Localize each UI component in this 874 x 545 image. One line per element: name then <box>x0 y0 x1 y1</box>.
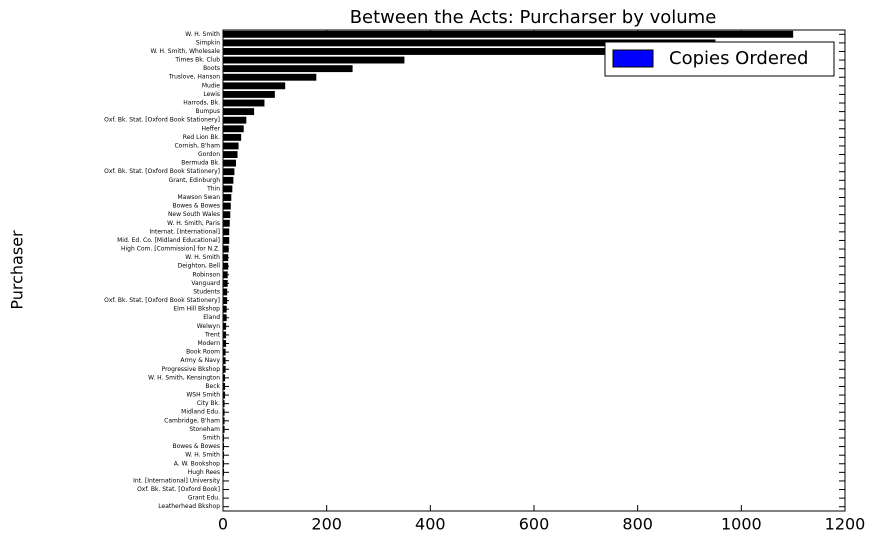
bar <box>223 142 239 150</box>
y-tick-label: Oxf. Bk. Stat. [Oxford Book] <box>137 486 220 493</box>
bar <box>223 99 265 107</box>
y-tick-label: Beck <box>205 383 220 390</box>
x-tick-label: 800 <box>622 515 653 534</box>
y-tick-label: Army & Navy <box>180 357 220 364</box>
y-tick-label: City Bk. <box>197 400 220 407</box>
y-tick-label: Red Lion Bk. <box>183 134 220 141</box>
y-tick-label: Harrods, Bk. <box>183 100 220 107</box>
y-tick-label: High Com. [Commission] for N.Z. <box>121 246 220 253</box>
y-tick-label: Eland <box>203 314 220 321</box>
y-tick-label: Oxf. Bk. Stat. [Oxford Book Stationery] <box>104 168 220 175</box>
bar <box>223 30 794 38</box>
bar <box>223 133 242 141</box>
y-tick-label: Trent <box>204 331 221 338</box>
y-tick-label: Leatherhead Bkshop <box>158 503 220 510</box>
y-tick-label: Vanguard <box>191 280 220 287</box>
x-tick-label: 1000 <box>721 515 762 534</box>
y-tick-label: Boots <box>203 65 220 72</box>
y-tick-label: Book Room <box>186 349 220 356</box>
bar <box>223 48 617 55</box>
y-tick-label: Internat. [International] <box>149 228 220 235</box>
y-tick-label: Bermuda Bk. <box>181 160 220 167</box>
x-tick-label: 1200 <box>825 515 866 534</box>
y-tick-label: Robinson <box>193 271 221 278</box>
y-tick-label: Welwyn <box>197 323 220 330</box>
y-tick-label: W. H. Smith <box>185 31 220 38</box>
y-tick-label: Lewis <box>203 91 220 98</box>
y-tick-label: Smith <box>203 434 221 441</box>
y-tick-label: Bowes & Bowes <box>172 203 220 210</box>
y-tick-label: Cornish, B'ham <box>174 142 220 149</box>
bar <box>223 159 236 167</box>
y-tick-label: Progressive Bkshop <box>162 366 221 373</box>
bar <box>223 82 286 90</box>
y-tick-label: Elm Hill Bkshop <box>173 306 220 313</box>
x-tick-label: 0 <box>218 515 228 534</box>
y-tick-label: Hugh Rees <box>188 469 220 476</box>
y-tick-label: Oxf. Bk. Stat. [Oxford Book Stationery] <box>104 297 220 304</box>
y-tick-label: Grant Edu. <box>188 495 220 502</box>
y-tick-label: Gordon <box>198 151 220 158</box>
bar <box>223 108 255 116</box>
bar <box>223 116 247 124</box>
bar <box>223 90 275 98</box>
y-tick-label: Mudie <box>202 82 220 89</box>
y-tick-label: Stoneham <box>189 426 220 433</box>
bar <box>223 151 238 158</box>
y-tick-label: Oxf. Bk. Stat. [Oxford Book Stationery] <box>104 117 220 124</box>
bar <box>223 73 317 81</box>
y-tick-label: W. H. Smith <box>185 254 220 261</box>
x-tick-label: 600 <box>519 515 550 534</box>
bar <box>223 56 405 64</box>
y-tick-label: W. H. Smith <box>185 452 220 459</box>
y-tick-label: Modern <box>197 340 220 347</box>
y-tick-label: Mid. Ed. Co. [Midland Educational] <box>117 237 220 244</box>
bar <box>223 65 353 73</box>
y-tick-label: Midland Edu. <box>181 409 220 416</box>
legend-swatch <box>612 49 654 68</box>
y-tick-label: W. H. Smith, Kensington <box>148 374 220 381</box>
x-tick-label: 400 <box>415 515 446 534</box>
y-tick-label: WSH Smith <box>186 392 220 399</box>
y-tick-label: Grant, Edinburgh <box>169 177 221 184</box>
y-tick-label: Bumpus <box>195 108 220 115</box>
y-tick-label: Cambridge, B'ham <box>164 417 220 424</box>
y-tick-label: W. H. Smith, Wholesale <box>151 48 221 55</box>
y-tick-label: New South Wales <box>168 211 220 218</box>
bar <box>223 39 716 47</box>
y-tick-label: A. W. Bookshop <box>174 460 220 467</box>
bar <box>223 125 244 133</box>
y-tick-label: Heffer <box>202 125 221 132</box>
y-tick-label: Deighton, Bell <box>178 263 221 270</box>
plot-frame <box>222 29 846 512</box>
y-tick-label: Thin <box>206 185 220 192</box>
y-tick-label: Int. [International] University <box>133 477 220 484</box>
y-tick-label: W. H. Smith, Paris <box>167 220 220 227</box>
legend-label: Copies Ordered <box>669 48 808 69</box>
y-tick-label: Simpkin <box>196 39 220 46</box>
y-tick-label: Truslove, Hanson <box>168 74 220 81</box>
y-tick-label: Students <box>193 288 220 295</box>
chart-title: Between the Acts: Purcharser by volume <box>350 7 717 28</box>
y-tick-label: Mawson Swan <box>178 194 221 201</box>
x-tick-label: 200 <box>311 515 342 534</box>
y-tick-label: Bowes & Bowes <box>172 443 220 450</box>
y-tick-label: Times Bk. Club <box>174 57 220 64</box>
y-axis-label: Purchaser <box>8 230 27 310</box>
